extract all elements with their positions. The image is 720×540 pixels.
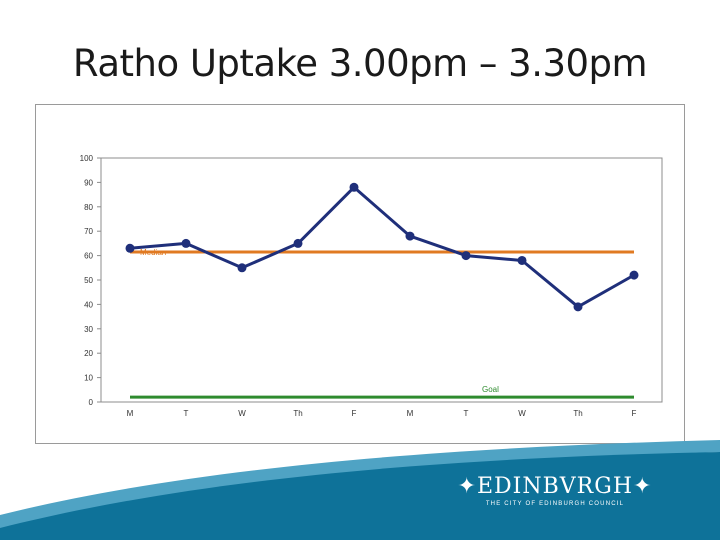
chart-frame: 0 10 20 30 40 50 60 70 80 90 100 M T W Th F M T W Th F Median… — [35, 104, 685, 444]
logo-name: EDINBVRGH — [476, 474, 634, 499]
x-tick-label: Th — [573, 409, 582, 418]
logo-tagline: THE CITY OF EDINBURGH COUNCIL — [485, 501, 625, 507]
y-tick-label: 80 — [84, 203, 93, 212]
x-tick-label: W — [238, 409, 246, 418]
logo-star-left-icon: ✦ — [457, 474, 477, 499]
x-tick-label: F — [632, 409, 637, 418]
y-tick-label: 90 — [84, 178, 93, 187]
logo-star-right-icon: ✦ — [633, 474, 653, 499]
x-tick-label: W — [518, 409, 526, 418]
y-tick-label: 60 — [84, 252, 93, 261]
data-point — [181, 238, 191, 248]
y-tick-label: 50 — [84, 276, 93, 285]
y-tick-label: 0 — [89, 398, 94, 407]
x-tick-label: T — [184, 409, 189, 418]
goal-label: Goal — [482, 385, 499, 394]
logo-wordmark: ✦EDINBVRGH✦ — [440, 474, 670, 499]
y-tick-label: 100 — [80, 154, 94, 163]
x-tick-label: M — [407, 409, 414, 418]
slide-title: Ratho Uptake 3.00pm – 3.30pm — [72, 42, 648, 85]
data-point — [293, 238, 303, 248]
y-tick-label: 20 — [84, 349, 93, 358]
data-point — [125, 243, 135, 253]
x-tick-label: F — [352, 409, 357, 418]
data-point — [517, 255, 527, 265]
data-point — [461, 251, 471, 261]
data-point — [629, 270, 639, 280]
x-tick-label: Th — [293, 409, 302, 418]
y-tick-label: 10 — [84, 374, 93, 383]
y-tick-label: 70 — [84, 227, 93, 236]
line-chart: 0 10 20 30 40 50 60 70 80 90 100 M T W Th F M T W Th F Median… — [80, 154, 663, 418]
y-tick-label: 30 — [84, 325, 93, 334]
data-point — [405, 231, 415, 241]
x-tick-label: T — [464, 409, 469, 418]
series-line — [129, 185, 635, 309]
edinburgh-logo: ✦EDINBVRGH✦ THE CITY OF EDINBURGH COUNCI… — [440, 474, 670, 507]
x-tick-label: M — [127, 409, 134, 418]
median-label: Median — [140, 248, 166, 257]
data-point — [349, 182, 359, 192]
data-point — [237, 263, 247, 273]
y-tick-label: 40 — [84, 300, 93, 309]
footer-wave-dark — [0, 452, 720, 540]
data-point — [573, 302, 583, 312]
footer-wave-light — [0, 440, 720, 540]
